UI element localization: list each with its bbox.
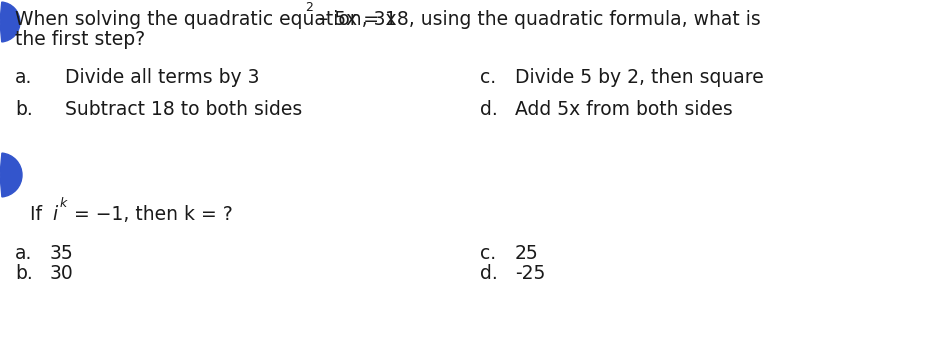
Wedge shape: [0, 2, 20, 42]
Text: – 5x = 18, using the quadratic formula, what is: – 5x = 18, using the quadratic formula, …: [312, 10, 761, 29]
Text: -25: -25: [515, 264, 546, 283]
Text: $k$: $k$: [60, 196, 69, 210]
Text: Divide 5 by 2, then square: Divide 5 by 2, then square: [515, 68, 763, 87]
Text: d.: d.: [480, 100, 498, 119]
Text: 2: 2: [306, 1, 313, 14]
Wedge shape: [0, 153, 22, 197]
Text: $i$: $i$: [52, 205, 60, 224]
Text: c.: c.: [480, 68, 496, 87]
Text: 25: 25: [515, 244, 539, 263]
Text: When solving the quadratic equation, 3x: When solving the quadratic equation, 3x: [15, 10, 396, 29]
Text: a.: a.: [15, 244, 32, 263]
Text: d.: d.: [480, 264, 498, 283]
Text: 35: 35: [50, 244, 74, 263]
Text: Subtract 18 to both sides: Subtract 18 to both sides: [65, 100, 303, 119]
Text: b.: b.: [15, 264, 33, 283]
Text: Divide all terms by 3: Divide all terms by 3: [65, 68, 259, 87]
Text: If: If: [30, 205, 48, 224]
Text: Add 5x from both sides: Add 5x from both sides: [515, 100, 733, 119]
Text: the first step?: the first step?: [15, 30, 145, 49]
Text: b.: b.: [15, 100, 33, 119]
Text: 30: 30: [50, 264, 74, 283]
Text: a.: a.: [15, 68, 32, 87]
Text: = −1, then k = ?: = −1, then k = ?: [68, 205, 233, 224]
Text: c.: c.: [480, 244, 496, 263]
